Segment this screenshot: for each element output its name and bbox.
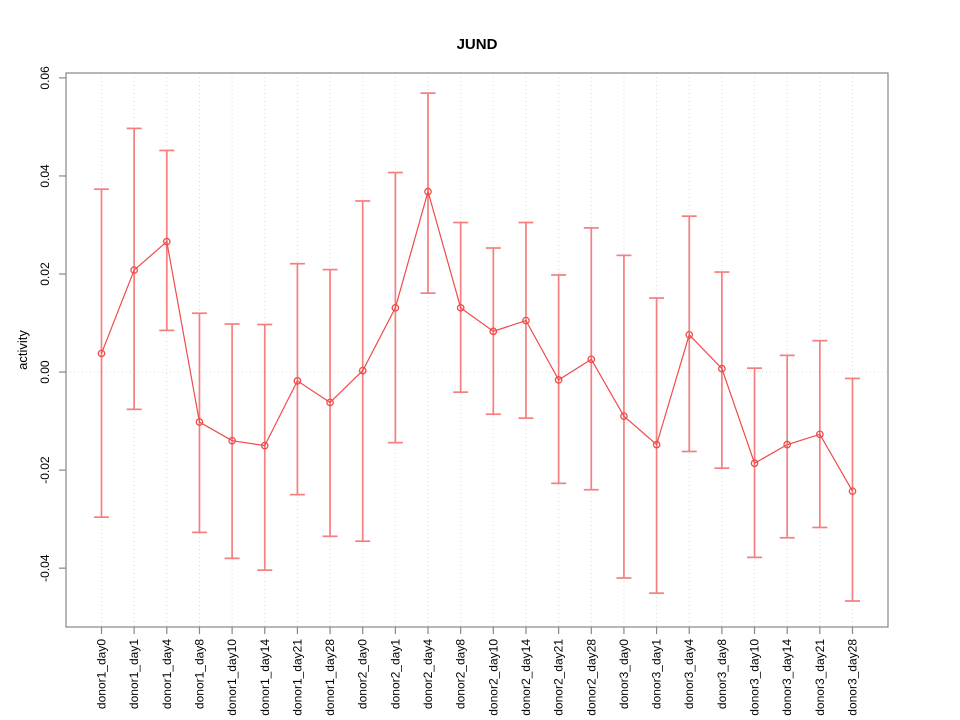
x-tick-label: donor1_day21 [290,639,304,716]
data-point [456,303,465,312]
x-tick-label: donor3_day10 [748,639,762,716]
x-tick-label: donor2_day10 [486,639,500,716]
chart-title: JUND [457,36,498,53]
x-tick-label: donor2_day1 [388,639,402,709]
x-tick-label: donor2_day0 [356,639,370,709]
x-tick-label: donor2_day8 [454,639,468,709]
data-point [587,355,596,364]
x-tick-label: donor1_day8 [192,639,206,709]
x-tick-label: donor2_day21 [552,639,566,716]
x-tick-label: donor1_day10 [225,639,239,716]
y-axis-label: activity [15,330,30,370]
x-tick-label: donor3_day8 [715,639,729,709]
data-point [162,237,171,246]
data-point [97,349,106,358]
data-point [718,364,726,373]
data-point [783,440,792,449]
data-point [391,303,400,312]
x-tick-label: donor1_day0 [95,639,109,709]
y-tick-label: -0.04 [38,554,52,582]
data-point [130,266,139,274]
series-line [100,189,854,492]
x-tick-label: donor3_day14 [780,639,794,716]
y-tick-label: 0.00 [38,360,52,384]
data-point [195,418,204,426]
data-point [358,366,367,375]
gridlines [66,73,888,627]
data-point [750,459,759,468]
y-tick-label: 0.02 [38,262,52,286]
x-tick-label: donor2_day14 [519,639,533,716]
y-tick-label: 0.06 [38,66,52,90]
data-point [424,187,432,196]
data-point [554,376,563,384]
x-tick-label: donor2_day28 [584,639,598,716]
data-point [228,436,236,445]
data-point [685,330,694,339]
x-tick-label: donor3_day0 [617,639,631,709]
y-tick-label: 0.04 [38,164,52,188]
data-point [815,430,824,439]
x-tick-label: donor1_day14 [258,639,272,716]
x-tick-label: donor1_day4 [160,639,174,709]
data-point [848,487,857,496]
data-point [260,441,269,450]
x-tick-label: donor3_day4 [682,639,696,709]
data-point [522,316,530,325]
x-tick-label: donor3_day1 [650,639,664,709]
data-point [620,412,628,421]
data-points [97,187,857,496]
x-tick-label: donor3_day28 [846,639,860,716]
data-point [293,377,302,385]
data-point [652,440,661,449]
x-tick-label: donor3_day21 [813,639,827,716]
axes: -0.04 -0.02 0.00 0.02 0.04 0.06 donor1_day0 don… [38,66,889,716]
x-tick-label: donor1_day1 [127,639,141,709]
data-point [489,327,498,336]
plot-border [65,72,889,628]
x-tick-label: donor1_day28 [323,639,337,716]
data-point [326,398,334,407]
y-tick-label: -0.02 [38,456,52,484]
x-tick-label: donor2_day4 [421,639,435,709]
activity-line [100,189,854,492]
error-bars [94,92,860,602]
